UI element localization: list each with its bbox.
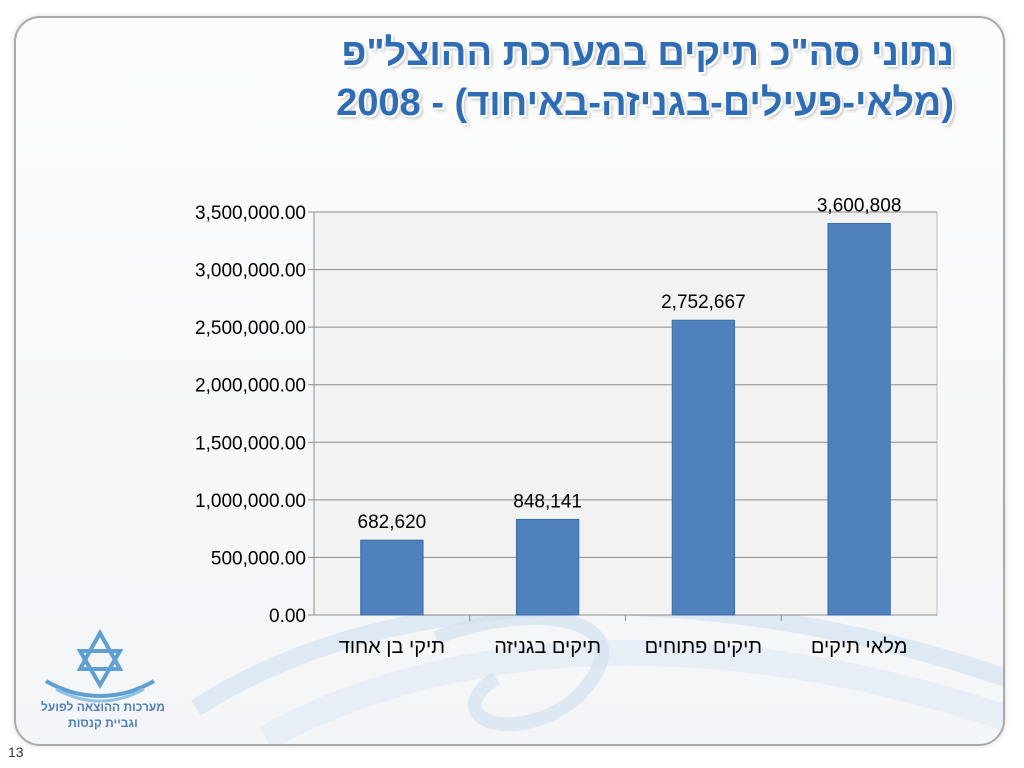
x-tick-label: מלאי תיקים	[811, 636, 908, 658]
data-label: 2,752,667	[661, 292, 746, 313]
bar	[360, 539, 424, 616]
x-tick-label: תיקים בגניזה	[494, 636, 601, 658]
slide-title-line-1: נתוני סה"כ תיקים במערכת ההוצל"פ	[341, 32, 954, 74]
y-tick-label: 3,000,000.00	[195, 261, 306, 282]
page-number: 13	[8, 744, 24, 760]
y-tick-label: 1,500,000.00	[195, 433, 306, 454]
slide-title-line-2: (מלאי-פעילים-בגניזה-באיחוד) - 2008	[336, 82, 954, 124]
logo-text-line-1: מערכות ההוצאה לפועל	[41, 700, 165, 714]
x-tick-label: תיקים פתוחים	[645, 636, 762, 658]
y-tick-label: 1,000,000.00	[195, 491, 306, 512]
y-tick-label: 500,000.00	[211, 548, 306, 569]
x-tick-label: תיקי בן אחוד	[339, 636, 445, 658]
logo-icon	[44, 628, 156, 703]
y-tick-label: 2,500,000.00	[195, 318, 306, 339]
bar	[515, 518, 580, 616]
bar	[671, 319, 736, 616]
data-label: 682,620	[358, 512, 427, 533]
bar	[827, 223, 891, 616]
logo-text-line-2: וגביית קנסות	[68, 716, 138, 730]
y-tick-label: 2,000,000.00	[195, 376, 306, 397]
y-tick-label: 0.00	[269, 606, 306, 627]
y-tick-label: 3,500,000.00	[195, 203, 306, 224]
data-label: 3,600,808	[817, 196, 902, 217]
data-label: 848,141	[513, 491, 582, 512]
